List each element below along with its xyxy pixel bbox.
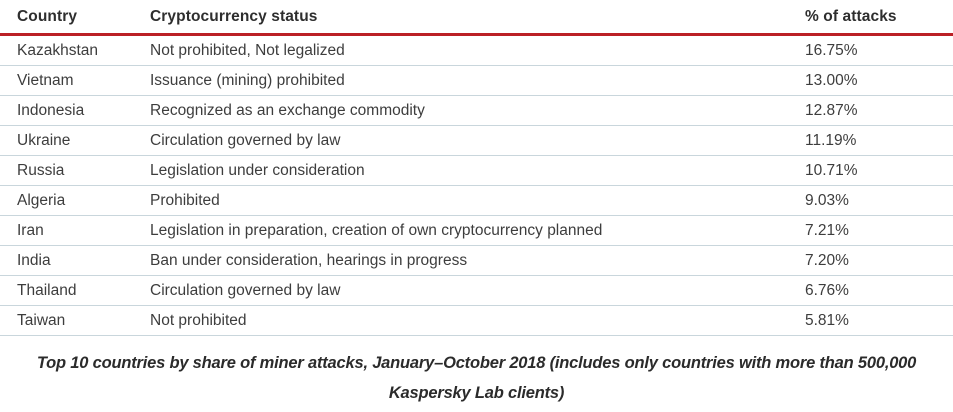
column-header-attacks-share: % of attacks: [805, 0, 953, 36]
table-row: Russia Legislation under consideration 1…: [0, 155, 953, 186]
cell-country: Russia: [0, 155, 150, 186]
cell-attacks-share: 11.19%: [805, 125, 953, 156]
cell-attacks-share: 13.00%: [805, 65, 953, 96]
cell-status: Legislation under consideration: [150, 155, 805, 186]
cell-attacks-share: 16.75%: [805, 34, 953, 66]
cell-status: Not prohibited: [150, 305, 805, 336]
cell-attacks-share: 10.71%: [805, 155, 953, 186]
table-row: India Ban under consideration, hearings …: [0, 245, 953, 276]
cell-country: Algeria: [0, 185, 150, 216]
cell-country: Ukraine: [0, 125, 150, 156]
column-header-status: Cryptocurrency status: [150, 0, 805, 36]
caption-line-2: Kaspersky Lab clients): [388, 384, 565, 402]
table-caption: Top 10 countries by share of miner attac…: [0, 348, 953, 408]
table-row: Taiwan Not prohibited 5.81%: [0, 305, 953, 336]
table-row: Vietnam Issuance (mining) prohibited 13.…: [0, 65, 953, 96]
cell-country: Indonesia: [0, 95, 150, 126]
crypto-status-table: Country Cryptocurrency status % of attac…: [0, 0, 953, 336]
table-row: Indonesia Recognized as an exchange comm…: [0, 95, 953, 126]
table-row: Ukraine Circulation governed by law 11.1…: [0, 125, 953, 156]
cell-status: Not prohibited, Not legalized: [150, 34, 805, 66]
cell-attacks-share: 9.03%: [805, 185, 953, 216]
table-row: Algeria Prohibited 9.03%: [0, 185, 953, 216]
column-header-country: Country: [0, 0, 150, 36]
cell-status: Circulation governed by law: [150, 275, 805, 306]
cell-attacks-share: 5.81%: [805, 305, 953, 336]
cell-status: Ban under consideration, hearings in pro…: [150, 245, 805, 276]
cell-country: Kazakhstan: [0, 34, 150, 66]
table-row: Kazakhstan Not prohibited, Not legalized…: [0, 34, 953, 66]
cell-status: Recognized as an exchange commodity: [150, 95, 805, 126]
cell-attacks-share: 6.76%: [805, 275, 953, 306]
cell-country: India: [0, 245, 150, 276]
cell-status: Prohibited: [150, 185, 805, 216]
table-row: Iran Legislation in preparation, creatio…: [0, 215, 953, 246]
cell-status: Circulation governed by law: [150, 125, 805, 156]
cell-country: Thailand: [0, 275, 150, 306]
cell-country: Vietnam: [0, 65, 150, 96]
table-header-row: Country Cryptocurrency status % of attac…: [0, 0, 953, 36]
cell-attacks-share: 12.87%: [805, 95, 953, 126]
caption-line-1: Top 10 countries by share of miner attac…: [36, 354, 917, 372]
table-row: Thailand Circulation governed by law 6.7…: [0, 275, 953, 306]
cell-country: Iran: [0, 215, 150, 246]
cell-status: Issuance (mining) prohibited: [150, 65, 805, 96]
cell-status: Legislation in preparation, creation of …: [150, 215, 805, 246]
cell-attacks-share: 7.20%: [805, 245, 953, 276]
cell-country: Taiwan: [0, 305, 150, 336]
cell-attacks-share: 7.21%: [805, 215, 953, 246]
